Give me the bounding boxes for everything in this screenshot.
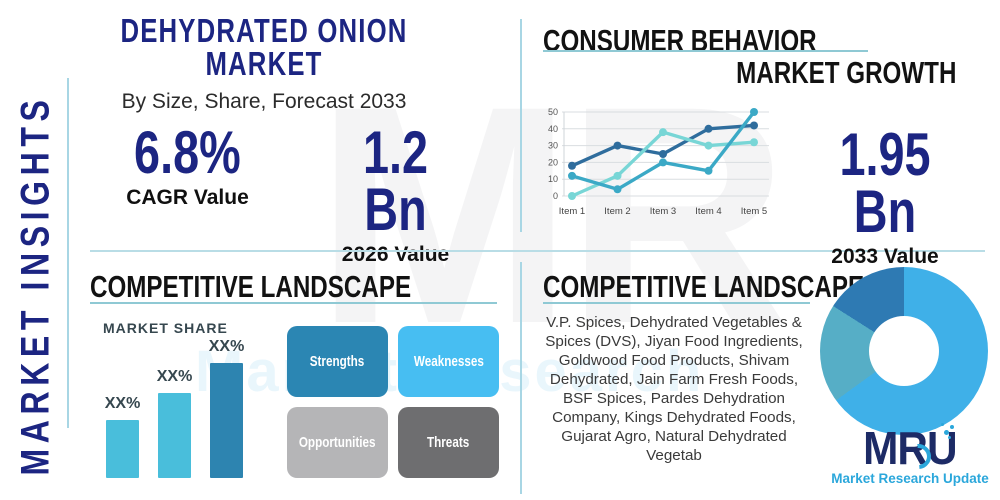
- bar-item: XX%: [104, 395, 141, 478]
- svg-text:0: 0: [553, 191, 558, 201]
- stat-2033: 1.95 Bn 2033 Value: [795, 121, 975, 269]
- 2026-label: 2026 Value: [341, 243, 450, 266]
- svg-text:30: 30: [548, 141, 558, 151]
- svg-text:Item 2: Item 2: [604, 206, 630, 217]
- donut-hole: [869, 316, 939, 386]
- cagr-value: 6.8%: [134, 119, 241, 186]
- consumer-behavior-underline: [543, 50, 868, 52]
- bar-value-label: XX%: [104, 395, 141, 412]
- market-growth-heading: MARKET GROWTH: [735, 55, 956, 90]
- competitive-landscape-left-underline: [90, 302, 497, 304]
- page-subtitle: By Size, Share, Forecast 2033: [121, 90, 407, 113]
- bar-value-label: XX%: [208, 338, 245, 355]
- svg-text:50: 50: [548, 107, 558, 117]
- mru-logo-tagline: Market Research Update: [831, 471, 989, 487]
- 2033-label: 2033 Value: [831, 245, 939, 268]
- stat-cagr: 6.8% CAGR Value: [105, 119, 270, 210]
- 2033-value: 1.95 Bn: [839, 121, 931, 245]
- left-accent-line: [67, 78, 69, 428]
- bar-value-label: XX%: [156, 368, 193, 385]
- company-list: V.P. Spices, Dehydrated Vegetables & Spi…: [545, 314, 803, 464]
- competitive-landscape-right-underline: [543, 302, 810, 304]
- consumer-behavior-line-chart: 0 10 20 30 40 50 Item 1 Item 2 Item 3 Item 4 Item …: [548, 107, 769, 217]
- page-title: DEHYDRATED ONION MARKET: [120, 12, 408, 82]
- competitive-landscape-right-heading: COMPETITIVE LANDSCAPE: [543, 269, 865, 304]
- swot-threats: Threats: [398, 407, 499, 478]
- watermark-mru-gray: MR: [315, 41, 789, 388]
- bar-item: XX%: [208, 338, 245, 478]
- bar: [210, 363, 243, 478]
- vertical-market-insights-label: MARKET INSIGHTS: [13, 94, 58, 476]
- vertical-divider-top: [520, 19, 522, 232]
- svg-text:10: 10: [548, 174, 558, 184]
- svg-text:20: 20: [548, 157, 558, 167]
- market-share-label: MARKET SHARE: [103, 320, 228, 336]
- market-share-bar-chart: XX% XX% XX%: [104, 333, 246, 478]
- mru-logo-text: MRU: [863, 422, 958, 474]
- swot-grid: Strengths Weaknesses Opportunities Threa…: [287, 326, 499, 478]
- svg-text:Item 3: Item 3: [650, 206, 676, 217]
- swot-weaknesses: Weaknesses: [398, 326, 499, 397]
- bar: [106, 420, 139, 478]
- horizontal-divider: [90, 250, 985, 252]
- svg-text:Item 5: Item 5: [741, 206, 767, 217]
- swot-strengths: Strengths: [287, 326, 388, 397]
- mru-logo: MRU Market Research Update: [828, 422, 992, 487]
- svg-text:Item 4: Item 4: [695, 206, 721, 217]
- competitive-landscape-left-heading: COMPETITIVE LANDSCAPE: [90, 269, 412, 304]
- bar-item: XX%: [156, 368, 193, 478]
- swot-opportunities: Opportunities: [287, 407, 388, 478]
- market-share-donut-chart: [820, 267, 988, 435]
- stat-2026: 1.2 Bn 2026 Value: [313, 119, 478, 267]
- 2026-value: 1.2 Bn: [362, 119, 429, 243]
- svg-text:40: 40: [548, 124, 558, 134]
- svg-text:Item 1: Item 1: [559, 206, 585, 217]
- cagr-label: CAGR Value: [126, 186, 249, 209]
- vertical-divider-bottom: [520, 262, 522, 494]
- bar: [158, 393, 191, 478]
